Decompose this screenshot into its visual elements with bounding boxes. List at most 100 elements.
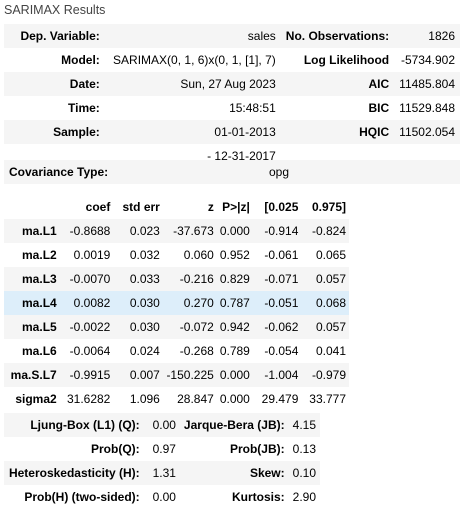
table-row: ma.S.L7 -0.9915 0.007 -150.225 0.000 -1.004 -0… [4, 363, 349, 387]
table-cell: 0.024 [129, 344, 160, 358]
diagnostic-value: 0.00 [143, 413, 180, 437]
table-cell: 0.041 [315, 344, 346, 358]
table-cell: 0.032 [129, 248, 160, 262]
covariance-spacer [294, 160, 460, 184]
coefficients-table: coef std err z P>|z| [0.025 0.975] ma.L1 -0.86… [4, 195, 349, 411]
summary-row: Model: SARIMAX(0, 1, 6)x(0, 1, [1], 7) Log… [4, 48, 460, 72]
column-header: 0.975] [311, 200, 346, 214]
coef-header-row: coef std err z P>|z| [0.025 0.975] [4, 195, 349, 219]
diagnostic-row: Ljung-Box (L1) (Q): 0.00 Jarque-Bera (JB):… [4, 413, 320, 437]
diagnostic-value: 0.00 [152, 490, 176, 504]
diagnostic-value: 1.31 [143, 461, 180, 485]
covariance-row: Covariance Type: opg [4, 160, 460, 184]
table-cell: -0.062 [252, 315, 302, 339]
table-row: ma.L2 0.0019 0.032 0.060 0.952 -0.061 0.065 [4, 243, 349, 267]
summary-row: - 12-31-2017 [4, 144, 460, 168]
summary-label: Time: [68, 101, 100, 115]
summary-label: Date: [4, 72, 105, 96]
table-cell: -0.071 [252, 267, 302, 291]
summary-label: AIC [280, 72, 395, 96]
table-row: ma.L1 -0.8688 0.023 -37.673 0.000 -0.914 -0.82… [4, 219, 349, 243]
table-cell: 0.000 [219, 392, 250, 406]
table-row: ma.L5 -0.0022 0.030 -0.072 0.942 -0.062 0.057 [4, 315, 349, 339]
summary-label: HQIC [280, 120, 395, 144]
diagnostic-row: Prob(H) (two-sided): 0.00 Kurtosis: 2.90 [4, 485, 320, 509]
summary-row: Sample: 01-01-2013 HQIC 11502.054 [4, 120, 460, 144]
table-cell: 0.942 [216, 315, 253, 339]
table-cell: -0.216 [162, 267, 217, 291]
table-cell: -0.0070 [59, 267, 114, 291]
model-summary-table: Dep. Variable: sales No. Observations: 1826… [4, 24, 460, 168]
diagnostic-row: Heteroskedasticity (H): 1.31 Skew: 0.10 [4, 461, 320, 485]
covariance-value: opg [144, 160, 294, 184]
diagnostic-label: Heteroskedasticity (H): [4, 461, 144, 485]
column-header: coef [85, 200, 111, 214]
table-cell: -0.051 [252, 291, 302, 315]
table-cell: 33.777 [309, 392, 346, 406]
summary-value: Sun, 27 Aug 2023 [104, 72, 281, 96]
row-label: ma.S.L7 [4, 363, 60, 387]
summary-value: 11529.848 [399, 101, 455, 115]
diagnostic-label: Kurtosis: [231, 490, 285, 504]
diagnostic-value: 4.15 [288, 413, 320, 437]
table-cell: -0.9915 [59, 363, 114, 387]
row-label: ma.L2 [22, 248, 57, 262]
table-cell: 0.060 [183, 248, 214, 262]
table-row: ma.L3 -0.0070 0.033 -0.216 0.829 -0.071 0.057 [4, 267, 349, 291]
summary-label: Dep. Variable: [4, 24, 105, 48]
table-cell: -1.004 [252, 363, 302, 387]
summary-row: Date: Sun, 27 Aug 2023 AIC 11485.804 [4, 72, 460, 96]
summary-label: Sample: [4, 120, 105, 144]
summary-value: - 12-31-2017 [207, 149, 276, 163]
row-label: sigma2 [15, 392, 57, 406]
table-cell: 0.0082 [59, 291, 114, 315]
covariance-table: Covariance Type: opg [4, 160, 460, 184]
diagnostic-label: Prob(H) (two-sided): [24, 490, 140, 504]
summary-value: 15:48:51 [229, 101, 276, 115]
summary-value: -5734.902 [400, 53, 455, 67]
table-cell: 0.270 [162, 291, 217, 315]
table-row: sigma2 31.6282 1.096 28.847 0.000 29.479 33.77… [4, 387, 349, 411]
diagnostic-label: Prob(JB): [229, 442, 285, 456]
table-cell: 29.479 [261, 392, 299, 406]
diagnostic-label: Ljung-Box (L1) (Q): [4, 413, 144, 437]
table-cell: -0.0022 [59, 315, 114, 339]
diagnostic-label: Prob(Q): [91, 442, 140, 456]
table-cell: 0.789 [219, 344, 250, 358]
table-cell: -0.824 [301, 219, 349, 243]
summary-value: sales [104, 24, 281, 48]
table-cell: 0.057 [301, 267, 349, 291]
column-header: z [207, 200, 214, 214]
table-cell: 0.023 [113, 219, 163, 243]
table-cell: 0.000 [216, 219, 253, 243]
table-cell: 0.057 [301, 315, 349, 339]
summary-row: Dep. Variable: sales No. Observations: 1826 [4, 24, 460, 48]
table-cell: 0.787 [216, 291, 253, 315]
column-header: std err [122, 200, 160, 214]
table-cell: 31.6282 [66, 392, 111, 406]
table-cell: -37.673 [162, 219, 217, 243]
table-row: ma.L6 -0.0064 0.024 -0.268 0.789 -0.054 0.041 [4, 339, 349, 363]
row-label: ma.L1 [4, 219, 60, 243]
summary-value: 1826 [394, 24, 460, 48]
table-cell: 0.033 [113, 267, 163, 291]
table-cell: -0.268 [179, 344, 214, 358]
summary-label: Model: [61, 53, 100, 67]
table-cell: 0.065 [315, 248, 346, 262]
summary-row: Time: 15:48:51 BIC 11529.848 [4, 96, 460, 120]
table-cell: 0.030 [113, 291, 163, 315]
summary-value: 01-01-2013 [104, 120, 281, 144]
column-header: [0.025 [264, 200, 299, 214]
table-cell: -0.0064 [69, 344, 111, 358]
table-cell: -0.054 [264, 344, 299, 358]
table-cell: -0.072 [162, 315, 217, 339]
table-cell: -0.8688 [59, 219, 114, 243]
diagnostics-table: Ljung-Box (L1) (Q): 0.00 Jarque-Bera (JB):… [4, 413, 320, 509]
row-label: ma.L4 [4, 291, 60, 315]
table-row: ma.L4 0.0082 0.030 0.270 0.787 -0.051 0.068 [4, 291, 349, 315]
table-caption: SARIMAX Results [4, 3, 106, 17]
table-cell: 0.030 [113, 315, 163, 339]
table-cell: 0.829 [216, 267, 253, 291]
table-cell: -0.061 [264, 248, 299, 262]
